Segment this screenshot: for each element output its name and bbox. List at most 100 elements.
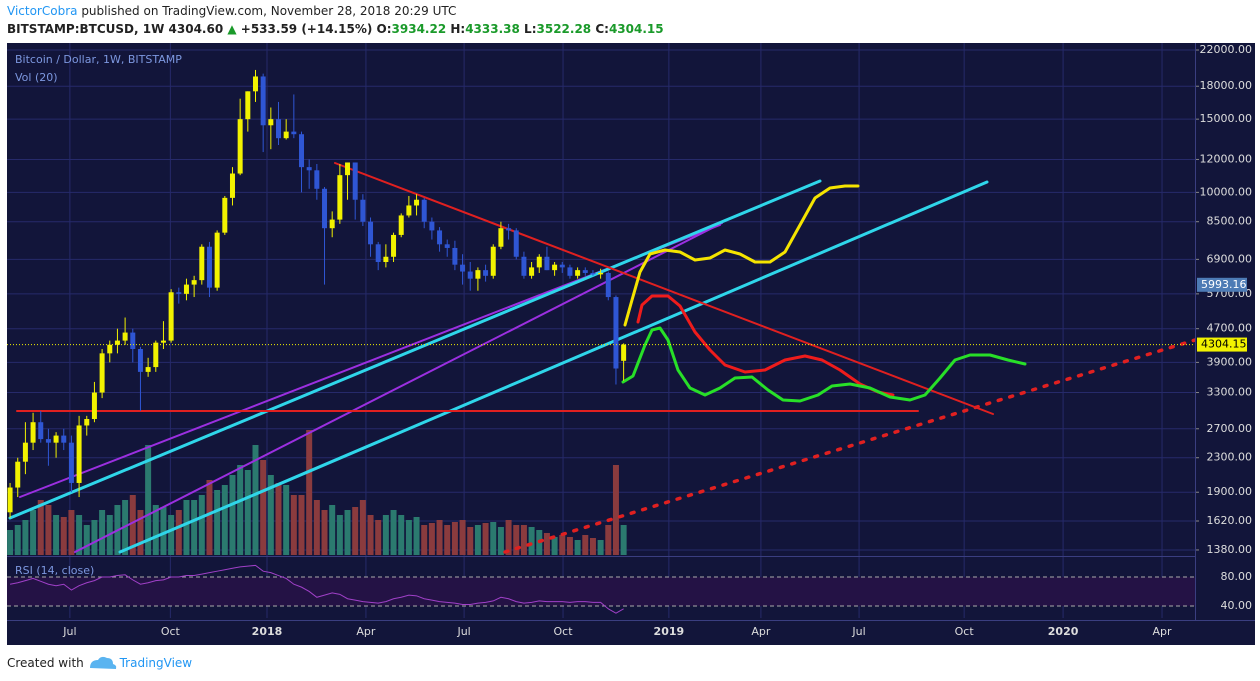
x-tick-label: 2018	[252, 625, 283, 638]
volume-bar	[451, 522, 458, 555]
volume-bar	[22, 520, 29, 555]
volume-bar	[175, 510, 182, 555]
drawings	[8, 162, 1195, 554]
ohlc-c-label: C:	[595, 22, 609, 36]
ohlc-h-label: H:	[450, 22, 466, 36]
volume-bar	[421, 525, 428, 555]
candle-body	[291, 131, 297, 135]
candle-body	[421, 199, 427, 222]
candle-body	[337, 175, 343, 220]
volume-bar	[37, 500, 44, 555]
candle-body	[145, 367, 151, 372]
cyan-channel	[118, 180, 989, 554]
candle-body	[536, 256, 542, 268]
y-tick-label: 22000.00	[1200, 43, 1253, 56]
volume-bar	[566, 537, 573, 555]
volume-bar	[221, 485, 228, 555]
volume-bar	[597, 540, 604, 555]
volume-bar	[612, 465, 619, 555]
volume-bar	[574, 540, 581, 555]
volume-bar	[14, 525, 21, 555]
volume-bar	[283, 485, 290, 555]
volume-bar	[329, 505, 336, 555]
candle-body	[429, 221, 435, 231]
volume-bar	[428, 523, 435, 555]
volume-bar	[375, 520, 382, 555]
rsi-line	[9, 564, 624, 614]
author[interactable]: VictorCobra	[7, 4, 78, 18]
candle-body	[544, 256, 550, 271]
candle-body	[191, 280, 197, 285]
y-tick-label: 10000.00	[1200, 185, 1253, 198]
last-price-label: 4304.15	[1201, 338, 1247, 351]
candle-body	[222, 197, 228, 233]
volume-bar	[260, 460, 267, 555]
volume-bar	[183, 500, 190, 555]
volume-bar	[229, 475, 236, 555]
candle-body	[84, 419, 90, 426]
y-tick-label: 15000.00	[1200, 112, 1253, 125]
purple-trendline	[74, 222, 723, 553]
candle-body	[245, 91, 251, 120]
x-tick-label: 2019	[654, 625, 685, 638]
x-tick-label: Jul	[456, 625, 470, 638]
ohlc-o: 3934.22	[391, 22, 447, 36]
candle-body	[567, 267, 573, 276]
candle-body	[168, 292, 174, 341]
volume-bar	[520, 525, 527, 555]
candle-body	[122, 332, 128, 341]
candle-body	[582, 270, 588, 273]
red-path	[636, 294, 895, 397]
volume-bar	[344, 510, 351, 555]
volume-bar	[168, 515, 175, 555]
volume-bar	[413, 517, 420, 555]
volume-bar	[444, 525, 451, 555]
candle-body	[61, 435, 67, 443]
candle-body	[406, 205, 412, 216]
volume-bar	[244, 470, 251, 555]
volume-bar	[582, 535, 589, 555]
candle-body	[38, 422, 44, 440]
volume-bar	[528, 527, 535, 555]
candle-body	[275, 119, 281, 139]
y-tick-label: 1900.00	[1207, 485, 1253, 498]
candle-body	[99, 353, 105, 393]
brand[interactable]: TradingView	[119, 656, 193, 670]
candle-body	[114, 340, 120, 345]
y-tick-label: 4700.00	[1207, 322, 1253, 335]
volume-bar	[551, 537, 558, 555]
candle-body	[598, 272, 604, 275]
volume-bar	[367, 515, 374, 555]
y-tick-label: 2300.00	[1207, 451, 1253, 464]
candle-body	[214, 232, 220, 288]
volume-bar	[275, 483, 282, 555]
candle-body	[498, 228, 504, 247]
candle-body	[268, 119, 274, 126]
candle-body	[183, 284, 189, 294]
candle-body	[91, 392, 97, 420]
volume-bar	[129, 495, 136, 555]
volume-bar	[321, 510, 328, 555]
volume-bar	[359, 500, 366, 555]
x-tick-label: Oct	[955, 625, 975, 638]
candle-body	[529, 267, 535, 276]
volume-bar	[214, 490, 221, 555]
candle-body	[575, 270, 581, 276]
candle-body	[605, 272, 611, 298]
candle-body	[460, 264, 466, 272]
ohlc-h: 4333.38	[465, 22, 520, 36]
volume-bar	[252, 445, 259, 555]
volume-bar	[99, 510, 106, 555]
candle-body	[322, 188, 328, 229]
volume-bar	[68, 510, 75, 555]
volume-bar	[83, 525, 90, 555]
candle-body	[383, 256, 389, 262]
volume-bar	[474, 525, 481, 555]
grid	[7, 43, 1195, 618]
candle-body	[137, 348, 143, 372]
ohlc-c: 4304.15	[608, 22, 664, 36]
candle-body	[444, 244, 450, 248]
volume-bar	[7, 530, 14, 555]
y-tick-label: 3300.00	[1207, 386, 1253, 399]
